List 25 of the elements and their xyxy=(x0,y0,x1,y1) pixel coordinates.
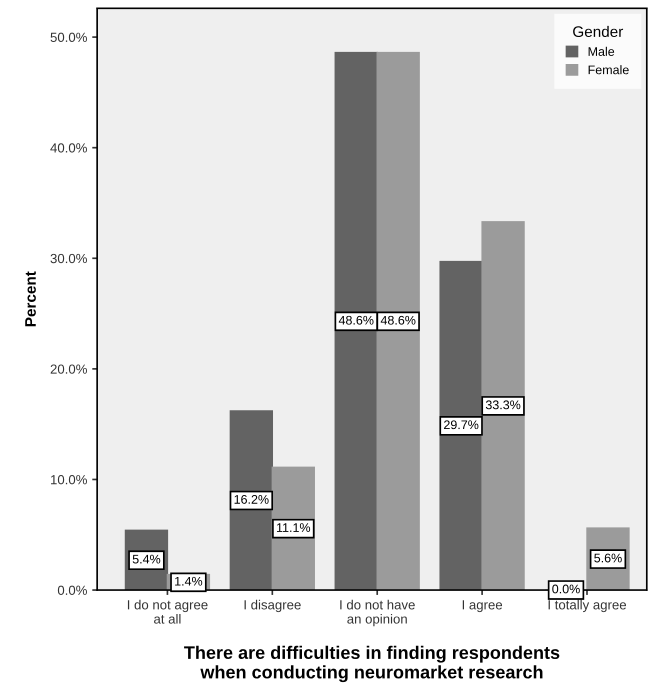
data-label: 33.3% xyxy=(486,400,520,410)
x-tick-label: I do not agree at all xyxy=(128,600,208,624)
x-axis-title: There are difficulties in finding respondents when conducting neuromarket research xyxy=(184,646,560,682)
legend-label: Female xyxy=(588,65,629,74)
y-tick-label: 40.0% xyxy=(50,143,87,153)
x-tick-label: I totally agree xyxy=(548,600,626,612)
data-label: 1.4% xyxy=(175,576,202,586)
x-tick-label: I disagree xyxy=(244,600,301,612)
data-label: 5.4% xyxy=(132,554,160,564)
legend-label: Male xyxy=(588,46,614,56)
data-label: 11.1% xyxy=(276,523,310,532)
legend-title: Gender xyxy=(573,26,624,38)
data-label: 5.6% xyxy=(594,554,622,562)
x-tick-label: I do not have an opinion xyxy=(340,600,415,626)
y-tick-label: 10.0% xyxy=(51,475,87,484)
data-label: 29.7% xyxy=(444,420,478,430)
data-label: 48.6% xyxy=(380,316,416,325)
y-tick-label: 0.0% xyxy=(58,586,87,595)
y-tick-label: 50.0% xyxy=(50,32,87,42)
y-tick-label: 30.0% xyxy=(50,254,87,264)
y-tick-label: 20.0% xyxy=(50,364,87,374)
data-label: 48.6% xyxy=(338,316,374,325)
x-tick-label: I agree xyxy=(462,600,502,612)
y-axis-title: Percent xyxy=(25,271,36,326)
data-label: 16.2% xyxy=(234,494,269,504)
